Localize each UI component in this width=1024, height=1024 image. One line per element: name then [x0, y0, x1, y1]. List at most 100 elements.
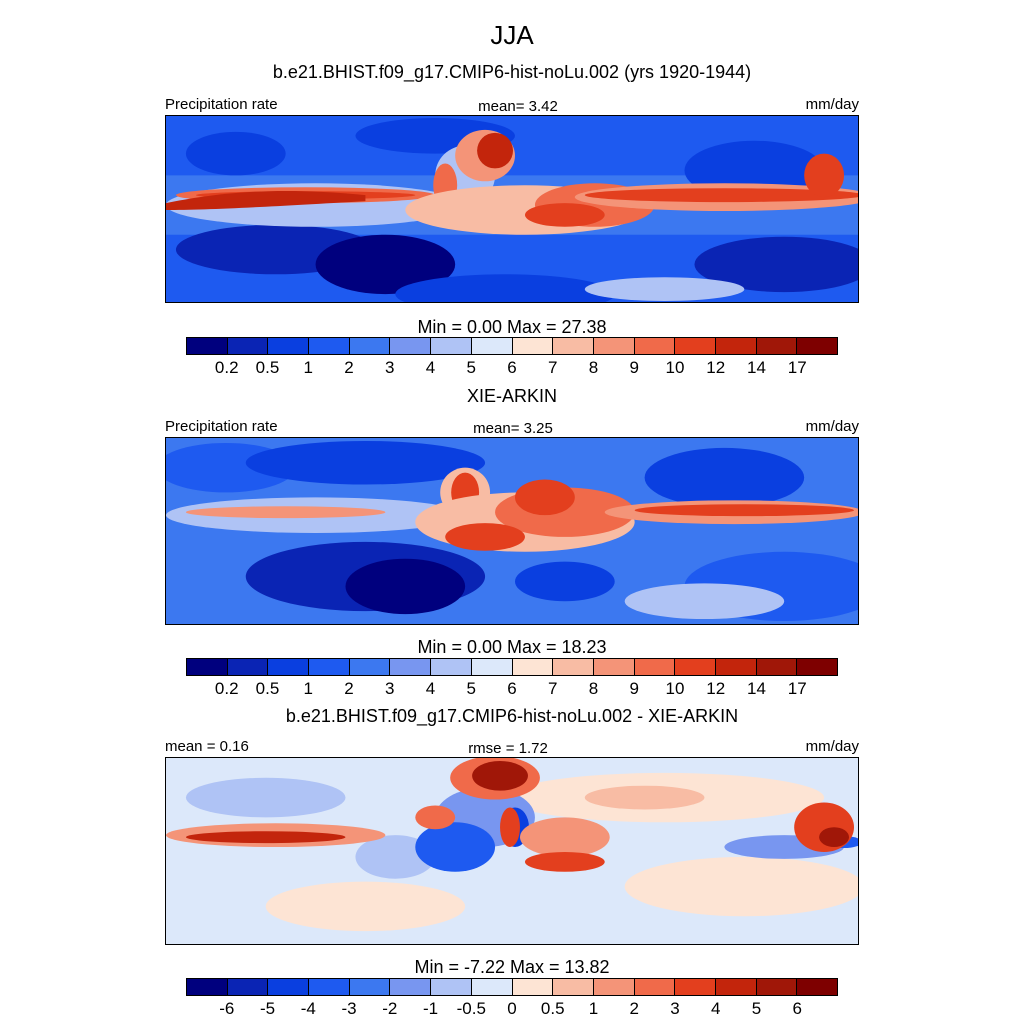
- colorbar-tick-label: 6: [792, 999, 802, 1018]
- colorbar-swatch: [187, 659, 228, 675]
- colorbar-tick-label: 6: [507, 358, 517, 377]
- units-label: mm/day: [805, 738, 859, 755]
- colorbar-tick-label: 9: [629, 358, 639, 377]
- colorbar-tick-label: 5: [751, 999, 762, 1018]
- colorbar-swatch: [715, 338, 757, 354]
- colorbar: [186, 658, 838, 676]
- colorbar-swatch: [553, 979, 594, 995]
- colorbar-swatch: [349, 338, 391, 354]
- colorbar: [186, 978, 838, 996]
- minmax-label: Min = 0.00 Max = 27.38: [417, 317, 607, 337]
- colorbar-ticks: 0.2 0.5 1 2 3 4 5 6 7 8 9 10 12 14 17: [186, 679, 838, 699]
- colorbar-tick-label: 1: [303, 358, 313, 377]
- colorbar-tick-label: -2: [382, 999, 398, 1018]
- colorbar-swatch: [349, 979, 391, 995]
- colorbar-swatch: [431, 659, 472, 675]
- colorbar-tick-label: -4: [300, 999, 316, 1018]
- colorbar-tick-label: 2: [344, 358, 354, 377]
- colorbar-tick-label: 0: [507, 999, 517, 1018]
- colorbar-tick-label: 17: [787, 679, 807, 698]
- colorbar-swatch: [227, 659, 269, 675]
- panel-heading: XIE-ARKIN: [466, 386, 558, 406]
- colorbar-swatch: [227, 338, 269, 354]
- colorbar-swatch: [471, 659, 513, 675]
- colorbar-swatch: [390, 659, 432, 675]
- colorbar-tick-label: 14: [747, 679, 766, 698]
- colorbar-swatch: [553, 659, 594, 675]
- colorbar-swatch: [797, 979, 837, 995]
- colorbar-tick-label: -0.5: [456, 999, 486, 1018]
- colorbar-tick-label: 2: [629, 999, 639, 1018]
- colorbar-tick-label: 8: [588, 679, 599, 698]
- colorbar-swatch: [593, 659, 635, 675]
- colorbar-swatch: [431, 338, 472, 354]
- colorbar-swatch: [187, 979, 228, 995]
- colorbar-ticks: 0.2 0.5 1 2 3 4 5 6 7 8 9 10 12 14 17: [186, 358, 838, 378]
- units-label: mm/day: [805, 418, 859, 435]
- colorbar-tick-label: 6: [507, 679, 517, 698]
- colorbar-tick-label: 5: [466, 679, 476, 698]
- panel-heading: b.e21.BHIST.f09_g17.CMIP6-hist-noLu.002 …: [285, 706, 739, 726]
- colorbar-swatch: [675, 338, 716, 354]
- variable-label: Precipitation rate: [165, 418, 278, 435]
- colorbar-tick-label: 0.2: [214, 679, 239, 698]
- colorbar-swatch: [756, 338, 798, 354]
- colorbar-swatch: [553, 338, 594, 354]
- colorbar-tick-label: -3: [341, 999, 357, 1018]
- colorbar-tick-label: 0.5: [255, 358, 280, 377]
- colorbar-tick-label: 14: [747, 358, 766, 377]
- colorbar-swatch: [471, 338, 513, 354]
- mean-label: mean= 3.42: [478, 98, 558, 115]
- colorbar-swatch: [268, 338, 310, 354]
- colorbar-swatch: [715, 979, 757, 995]
- variable-label: Precipitation rate: [165, 96, 278, 113]
- colorbar-swatch: [797, 659, 837, 675]
- colorbar-swatch: [756, 979, 798, 995]
- figure-title: JJA: [490, 20, 534, 50]
- colorbar-tick-label: 0.5: [540, 999, 565, 1018]
- colorbar-tick-label: 17: [787, 358, 807, 377]
- colorbar-tick-label: -6: [219, 999, 235, 1018]
- colorbar-swatch: [797, 338, 837, 354]
- colorbar-tick-label: 10: [665, 679, 685, 698]
- colorbar-swatch: [715, 659, 757, 675]
- colorbar-swatch: [593, 979, 635, 995]
- colorbar-tick-label: 4: [425, 679, 436, 698]
- colorbar-tick-label: 3: [385, 679, 395, 698]
- colorbar-tick-label: 9: [629, 679, 639, 698]
- colorbar-swatch: [390, 979, 432, 995]
- colorbar-tick-label: 4: [711, 999, 721, 1018]
- colorbar-swatch: [227, 979, 269, 995]
- colorbar-swatch: [512, 659, 554, 675]
- difference-map: [165, 757, 859, 945]
- panel-heading: b.e21.BHIST.f09_g17.CMIP6-hist-noLu.002 …: [272, 62, 752, 82]
- colorbar-tick-label: -5: [259, 999, 276, 1018]
- colorbar-tick-label: -1: [422, 999, 439, 1018]
- colorbar-swatch: [431, 979, 472, 995]
- colorbar-swatch: [390, 338, 432, 354]
- colorbar-tick-label: 2: [344, 679, 354, 698]
- colorbar-swatch: [309, 659, 350, 675]
- colorbar-swatch: [268, 659, 310, 675]
- colorbar-tick-label: 7: [548, 679, 558, 698]
- colorbar-swatch: [471, 979, 513, 995]
- colorbar-tick-label: 1: [588, 999, 599, 1018]
- precip-map: [165, 115, 859, 303]
- colorbar-tick-label: 5: [466, 358, 476, 377]
- colorbar-ticks: -6 -5 -4 -3 -2 -1 -0.5 0 0.5 1 2 3 4 5 6: [186, 999, 838, 1019]
- colorbar-swatch: [309, 338, 350, 354]
- colorbar-tick-label: 8: [588, 358, 599, 377]
- colorbar-tick-label: 10: [665, 358, 685, 377]
- minmax-label: Min = 0.00 Max = 18.23: [417, 637, 607, 657]
- mean-label: mean= 3.25: [473, 420, 553, 437]
- colorbar-tick-label: 0.5: [255, 679, 280, 698]
- colorbar-swatch: [512, 979, 554, 995]
- colorbar-tick-label: 1: [303, 679, 313, 698]
- colorbar-tick-label: 12: [706, 358, 726, 377]
- colorbar-tick-label: 3: [670, 999, 680, 1018]
- minmax-label: Min = -7.22 Max = 13.82: [414, 957, 610, 977]
- rmse-label: rmse = 1.72: [468, 740, 548, 757]
- colorbar-swatch: [593, 338, 635, 354]
- colorbar-swatch: [309, 979, 350, 995]
- colorbar-tick-label: 12: [706, 679, 726, 698]
